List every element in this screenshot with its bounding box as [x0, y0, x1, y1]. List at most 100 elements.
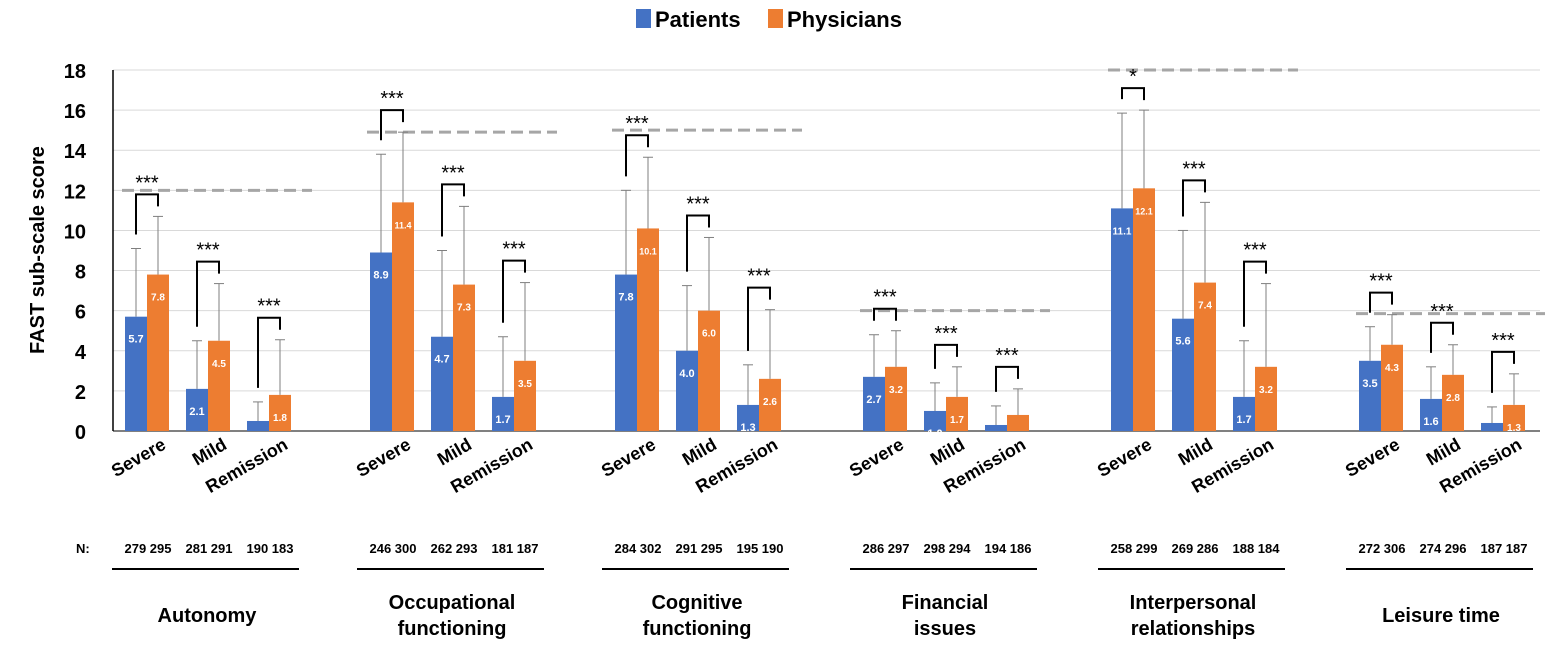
data-label-physicians: 4.3: [1385, 363, 1399, 374]
data-label-physicians: 11.4: [394, 220, 411, 230]
data-label-physicians: 4.5: [212, 359, 226, 370]
bar-physicians: [637, 228, 659, 431]
bar-physicians: [885, 366, 907, 431]
significance-label: ***: [257, 296, 281, 318]
significance-label: ***: [686, 193, 710, 215]
group-label: Interpersonal: [1130, 592, 1257, 614]
data-label-physicians: 3.2: [889, 385, 903, 396]
significance-label: ***: [380, 88, 404, 110]
sample-size: 190 183: [247, 541, 294, 556]
data-label-patients: 1.6: [1423, 416, 1438, 428]
bar-physicians: [514, 360, 536, 431]
bar-physicians: [1133, 188, 1155, 431]
data-label-patients: 1.7: [495, 414, 510, 426]
bar-physicians: [453, 284, 475, 431]
significance-bracket: [196, 260, 220, 327]
significance-bracket: [1430, 321, 1454, 353]
bar-physicians: [1194, 282, 1216, 431]
bar-physicians: [1381, 344, 1403, 431]
significance-bracket: [686, 214, 710, 272]
x-tick-label: Mild: [1175, 434, 1216, 469]
sample-size: 274 296: [1420, 541, 1467, 556]
bar-physicians: [147, 274, 169, 431]
data-label-physicians: 10.1: [639, 246, 657, 256]
data-label-physicians: 7.3: [457, 303, 471, 314]
sample-size: 246 300: [370, 541, 417, 556]
significance-bracket: [873, 307, 897, 321]
x-tick-label: Severe: [108, 434, 169, 481]
legend-swatch-physicians: [768, 9, 783, 28]
significance-bracket: [257, 316, 281, 388]
sample-size: 258 299: [1111, 541, 1158, 556]
data-label-patients: 7.8: [618, 292, 633, 304]
bar-patients: [1172, 318, 1194, 431]
data-label-patients: 4.0: [679, 368, 694, 380]
significance-bracket: [1182, 179, 1206, 217]
bar-physicians: [946, 396, 968, 431]
significance-bracket: [995, 365, 1019, 392]
data-label-patients: 3.5: [1362, 378, 1377, 390]
n-label: N:: [76, 541, 90, 556]
data-label-physicians: 12.1: [1135, 206, 1153, 216]
group-label: Occupational: [389, 592, 516, 614]
bar-patients: [1481, 422, 1503, 431]
bar-patients: [1111, 208, 1133, 431]
x-tick-label: Severe: [1094, 434, 1155, 481]
data-label-patients: 8.9: [373, 270, 388, 282]
significance-label: ***: [441, 162, 465, 184]
bar-patients: [247, 420, 269, 431]
group-label: Cognitive: [651, 592, 742, 614]
bar-physicians: [392, 202, 414, 431]
data-label-physicians: 3.5: [518, 379, 532, 390]
significance-bracket: [135, 193, 159, 235]
x-tick-label: Mild: [189, 434, 230, 469]
significance-label: ***: [1430, 301, 1454, 323]
legend-label-physicians: Physicians: [787, 7, 902, 32]
significance-label: ***: [1491, 330, 1515, 352]
group-label: Autonomy: [158, 605, 258, 627]
data-label-patients: 4.7: [434, 354, 449, 366]
sample-size: 195 190: [737, 541, 784, 556]
bar-physicians: [269, 394, 291, 431]
data-label-physicians: 1.3: [1507, 423, 1521, 434]
bar-physicians: [1503, 404, 1525, 431]
y-tick-label: 10: [64, 221, 86, 243]
bar-patients: [125, 316, 147, 431]
significance-bracket: [502, 259, 526, 323]
bar-physicians: [1442, 374, 1464, 431]
significance-label: ***: [1182, 158, 1206, 180]
data-label-physicians: 2.8: [1446, 393, 1460, 404]
bar-patients: [1233, 396, 1255, 431]
bar-physicians: [1007, 414, 1029, 431]
significance-bracket: [934, 343, 958, 369]
group-label: issues: [914, 618, 976, 640]
data-label-physicians: 1.7: [950, 415, 964, 426]
significance-label: ***: [502, 239, 526, 261]
x-tick-label: Mild: [434, 434, 475, 469]
x-tick-label: Severe: [598, 434, 659, 481]
bar-patients: [676, 350, 698, 431]
legend-label-patients: Patients: [655, 7, 741, 32]
data-label-patients: 1.7: [1236, 414, 1251, 426]
data-label-physicians: 6.0: [702, 329, 716, 340]
y-tick-label: 12: [64, 181, 86, 203]
bar-patients: [985, 424, 1007, 431]
significance-bracket: [441, 183, 465, 237]
sample-size: 181 187: [492, 541, 539, 556]
group-label: Leisure time: [1382, 605, 1500, 627]
data-label-patients: 5.6: [1175, 336, 1190, 348]
y-tick-label: 6: [75, 302, 86, 324]
y-tick-label: 0: [75, 422, 86, 444]
significance-bracket: [380, 109, 404, 141]
data-label-patients: 2.1: [189, 406, 204, 418]
significance-bracket: [625, 134, 649, 177]
bar-patients: [370, 252, 392, 431]
sample-size: 279 295: [125, 541, 172, 556]
bar-patients: [737, 404, 759, 431]
bar-patients: [492, 396, 514, 431]
bar-patients: [1359, 360, 1381, 431]
bar-patients: [431, 336, 453, 431]
x-tick-label: Severe: [1342, 434, 1403, 481]
significance-label: ***: [625, 113, 649, 135]
